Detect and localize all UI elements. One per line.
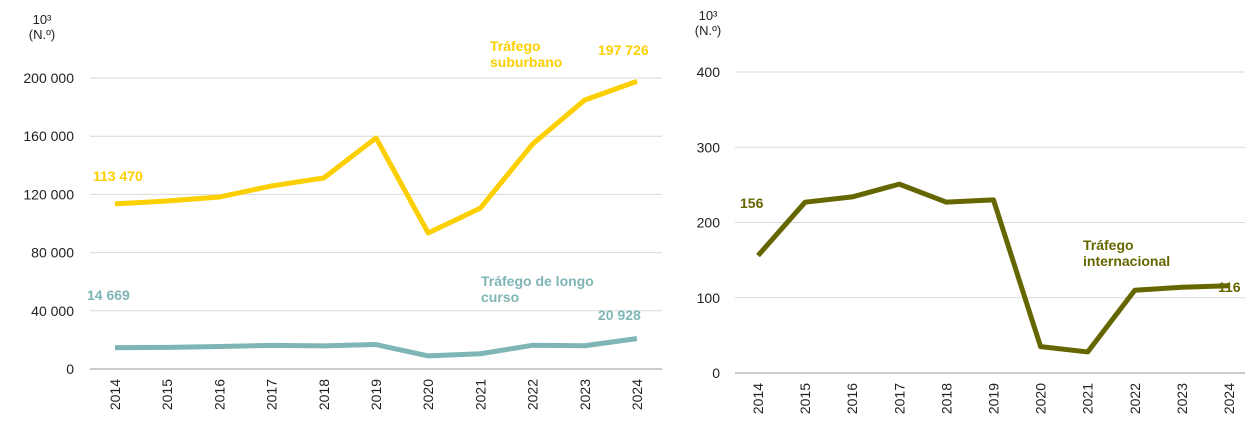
y-tick-label: 400 [697, 64, 721, 80]
x-tick-label: 2017 [891, 383, 907, 414]
value-label: 156 [740, 195, 764, 211]
value-label: 20 928 [598, 307, 641, 323]
value-label: 197 726 [598, 42, 649, 58]
x-tick-label: 2021 [1080, 383, 1096, 414]
x-tick-label: 2023 [1174, 383, 1190, 414]
series-label: Tráfego de longo curso [481, 273, 594, 305]
series-line [114, 78, 638, 236]
y-tick-label: 100 [697, 290, 721, 306]
series-label: Tráfego internacional [1083, 237, 1171, 269]
x-tick-label: 2021 [472, 379, 488, 410]
y-axis-unit: 10³ (N.º) [28, 12, 56, 42]
y-tick-label: 160 000 [23, 128, 74, 144]
x-tick-label: 2024 [1221, 383, 1237, 414]
x-tick-label: 2018 [938, 383, 954, 414]
y-tick-label: 300 [697, 139, 721, 155]
x-tick-label: 2014 [107, 379, 123, 410]
x-tick-label: 2015 [159, 379, 175, 410]
x-tick-label: 2018 [316, 379, 332, 410]
x-tick-label: 2016 [844, 383, 860, 414]
x-tick-label: 2020 [420, 379, 436, 410]
y-axis-unit: 10³ (N.º) [694, 8, 722, 38]
series-line [756, 181, 1230, 355]
x-tick-label: 2020 [1033, 383, 1049, 414]
y-tick-label: 200 000 [23, 70, 74, 86]
x-tick-label: 2019 [986, 383, 1002, 414]
y-tick-label: 80 000 [31, 245, 74, 261]
x-tick-label: 2019 [368, 379, 384, 410]
y-tick-label: 40 000 [31, 303, 74, 319]
x-tick-label: 2017 [264, 379, 280, 410]
value-label: 14 669 [87, 287, 130, 303]
value-label: 116 [1218, 279, 1241, 295]
x-tick-label: 2023 [577, 379, 593, 410]
y-tick-label: 0 [712, 365, 720, 381]
x-tick-label: 2014 [750, 383, 766, 414]
x-tick-label: 2024 [629, 379, 645, 410]
x-tick-label: 2022 [1127, 383, 1143, 414]
y-tick-label: 200 [697, 215, 721, 231]
y-tick-label: 120 000 [23, 186, 74, 202]
series-label: Tráfego suburbano [490, 38, 563, 70]
y-tick-label: 0 [66, 361, 74, 377]
value-label: 113 470 [93, 168, 143, 184]
x-tick-label: 2015 [797, 383, 813, 414]
x-tick-label: 2016 [211, 379, 227, 410]
x-tick-label: 2022 [525, 379, 541, 410]
series-line [114, 336, 638, 359]
